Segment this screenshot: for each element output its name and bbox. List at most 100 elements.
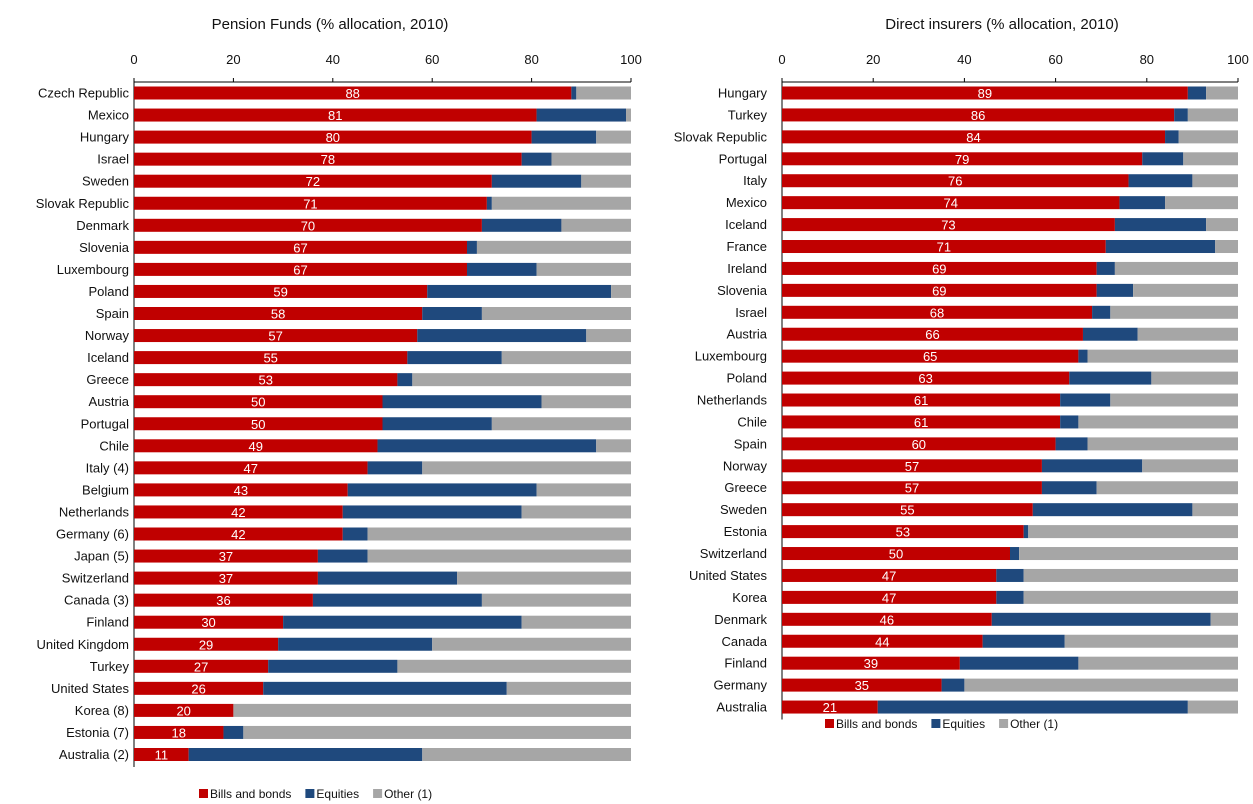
pension-data-label: 70 — [301, 218, 315, 233]
insurers-bar-segment — [1078, 415, 1238, 429]
insurers-data-label: 63 — [918, 371, 932, 386]
insurers-x-tick-label: 100 — [1227, 52, 1249, 67]
pension-legend-label: Equities — [316, 787, 359, 801]
insurers-bar-segment — [1206, 218, 1238, 232]
insurers-category-label: Slovenia — [717, 283, 768, 298]
insurers-bar-segment — [782, 261, 1097, 275]
pension-bar-segment — [134, 527, 343, 541]
insurers-category-label: Sweden — [720, 502, 767, 517]
insurers-bar-segment — [1023, 590, 1238, 604]
pension-data-label: 29 — [199, 637, 213, 652]
insurers-category-label: Estonia — [724, 524, 768, 539]
pension-bar-segment — [134, 395, 383, 409]
insurers-bar-segment — [782, 152, 1143, 166]
pension-bar-segment — [536, 108, 627, 122]
pension-category-label: Italy (4) — [86, 460, 129, 475]
insurers-bar-segment — [1215, 240, 1238, 254]
pension-category-label: United States — [51, 681, 130, 696]
pension-bar-segment — [312, 593, 482, 607]
pension-bar-segment — [576, 86, 631, 100]
pension-bar-segment — [263, 681, 507, 695]
pension-data-label: 11 — [155, 748, 169, 763]
pension-bar-segment — [134, 593, 313, 607]
pension-bar-segment — [422, 461, 631, 475]
pension-data-label: 42 — [231, 505, 245, 520]
insurers-data-label: 55 — [900, 503, 914, 518]
pension-category-label: Sweden — [82, 174, 129, 189]
insurers-data-label: 79 — [955, 152, 969, 167]
pension-bar-segment — [427, 284, 612, 298]
insurers-bar-segment — [1060, 393, 1111, 407]
pension-bar-segment — [233, 703, 631, 717]
insurers-legend-swatch — [999, 719, 1009, 728]
insurers-legend-label: Bills and bonds — [836, 717, 917, 731]
pension-legend-label: Bills and bonds — [210, 787, 291, 801]
insurers-bar-segment — [782, 481, 1042, 495]
insurers-category-label: Finland — [724, 656, 767, 671]
pension-bar-segment — [243, 725, 631, 739]
insurers-bar-segment — [1110, 305, 1238, 319]
pension-data-label: 43 — [234, 483, 248, 498]
pension-bar-segment — [596, 130, 631, 144]
insurers-bar-segment — [782, 437, 1056, 451]
insurers-bar-segment — [1078, 349, 1088, 363]
insurers-bar-segment — [1142, 459, 1238, 473]
insurers-bar-segment — [782, 174, 1129, 188]
pension-bar-segment — [134, 637, 279, 651]
pension-category-label: Chile — [99, 438, 129, 453]
insurers-bar-segment — [782, 327, 1083, 341]
insurers-category-label: Germany — [714, 678, 768, 693]
insurers-bar-segment — [782, 283, 1097, 297]
pension-bar-segment — [134, 461, 368, 475]
insurers-data-label: 50 — [889, 547, 903, 562]
pension-data-label: 53 — [258, 373, 272, 388]
insurers-bar-segment — [782, 547, 1010, 561]
insurers-x-tick-label: 20 — [866, 52, 880, 67]
pension-bar-segment — [188, 748, 423, 761]
insurers-category-label: Turkey — [728, 107, 768, 122]
pension-bar-segment — [382, 395, 542, 409]
insurers-data-label: 57 — [905, 459, 919, 474]
insurers-bar-segment — [1110, 393, 1238, 407]
pension-bar-segment — [466, 240, 477, 254]
pension-bar-segment — [134, 262, 467, 276]
insurers-bar-segment — [1087, 349, 1238, 363]
pension-bar-segment — [134, 174, 492, 188]
insurers-bar-segment — [1192, 174, 1238, 188]
pension-data-label: 18 — [171, 725, 185, 740]
insurers-bar-segment — [782, 86, 1188, 100]
insurers-bar-segment — [782, 678, 942, 692]
pension-category-label: Portugal — [81, 416, 130, 431]
pension-bar-segment — [457, 571, 631, 585]
pension-bar-segment — [134, 240, 467, 254]
insurers-bar-segment — [1210, 612, 1238, 626]
insurers-bar-segment — [782, 415, 1061, 429]
insurers-category-label: Austria — [727, 327, 768, 342]
pension-bar-segment — [134, 307, 423, 320]
pension-category-label: Iceland — [87, 350, 129, 365]
insurers-bar-segment — [1041, 459, 1143, 473]
insurers-data-label: 47 — [882, 590, 896, 605]
insurers-bar-segment — [1183, 152, 1238, 166]
pension-bar-segment — [134, 373, 398, 387]
pension-bar-segment — [134, 748, 189, 761]
pension-bar-segment — [134, 615, 284, 629]
insurers-bar-segment — [782, 371, 1070, 385]
pension-bar-segment — [134, 196, 487, 210]
pension-category-label: Finland — [86, 615, 129, 630]
insurers-title: Direct insurers (% allocation, 2010) — [885, 16, 1118, 33]
insurers-bar-segment — [1023, 568, 1238, 582]
insurers-bar-segment — [782, 459, 1042, 473]
insurers-data-label: 21 — [823, 700, 837, 715]
insurers-data-label: 46 — [880, 612, 894, 627]
pension-bar-segment — [491, 196, 631, 210]
insurers-bar-segment — [964, 678, 1238, 692]
pension-bar-segment — [347, 483, 537, 497]
insurers-bar-segment — [1023, 525, 1029, 539]
insurers-bar-segment — [959, 656, 1079, 670]
insurers-x-tick-label: 40 — [957, 52, 971, 67]
pension-bar-segment — [571, 86, 577, 100]
insurers-category-label: Greece — [724, 480, 767, 495]
pension-category-label: Hungary — [80, 130, 130, 145]
pension-x-tick-label: 20 — [226, 52, 240, 67]
